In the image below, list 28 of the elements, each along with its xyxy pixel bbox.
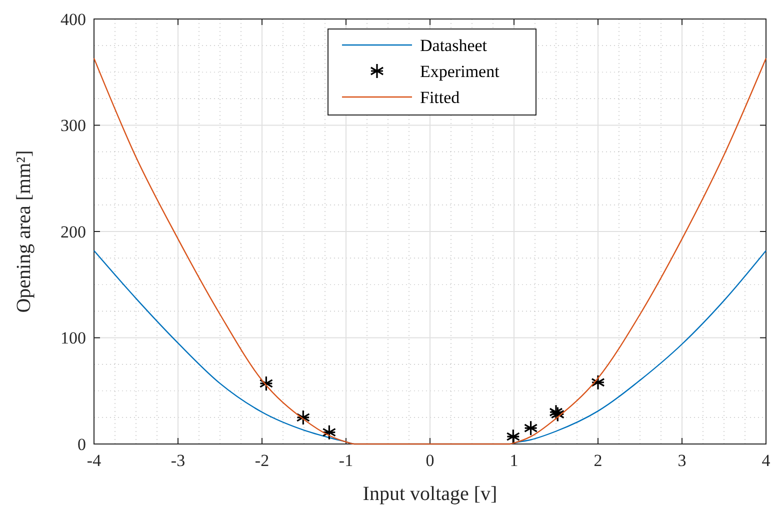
point bbox=[524, 420, 538, 436]
x-axis-title: Input voltage [v] bbox=[362, 483, 498, 505]
x-tick-label: -1 bbox=[338, 451, 354, 470]
point bbox=[259, 376, 274, 392]
point bbox=[506, 428, 520, 444]
x-tick-label: 1 bbox=[510, 451, 518, 470]
y-tick-label: 0 bbox=[78, 434, 86, 454]
x-tick-label: 0 bbox=[426, 451, 434, 470]
line-series bbox=[93, 58, 767, 445]
point bbox=[549, 404, 563, 420]
legend-label: Experiment bbox=[420, 62, 500, 81]
x-tick-label: -2 bbox=[254, 451, 270, 470]
y-tick-label: 300 bbox=[60, 116, 86, 136]
point bbox=[322, 424, 336, 440]
y-tick-label: 200 bbox=[60, 222, 86, 242]
y-tick-label: 400 bbox=[60, 10, 86, 29]
legend-label: Fitted bbox=[420, 88, 460, 107]
point bbox=[296, 410, 310, 426]
point bbox=[550, 406, 565, 422]
x-tick-label: -3 bbox=[170, 451, 186, 470]
legend-label: Datasheet bbox=[420, 36, 488, 55]
y-axis-title: Opening area [mm²] bbox=[13, 150, 35, 313]
y-tick-label: 100 bbox=[60, 328, 86, 348]
x-tick-label: 3 bbox=[678, 451, 686, 470]
x-tick-label: -4 bbox=[86, 451, 102, 470]
point bbox=[591, 374, 605, 390]
x-tick-label: 2 bbox=[594, 451, 602, 470]
x-tick-label: 4 bbox=[762, 451, 771, 470]
